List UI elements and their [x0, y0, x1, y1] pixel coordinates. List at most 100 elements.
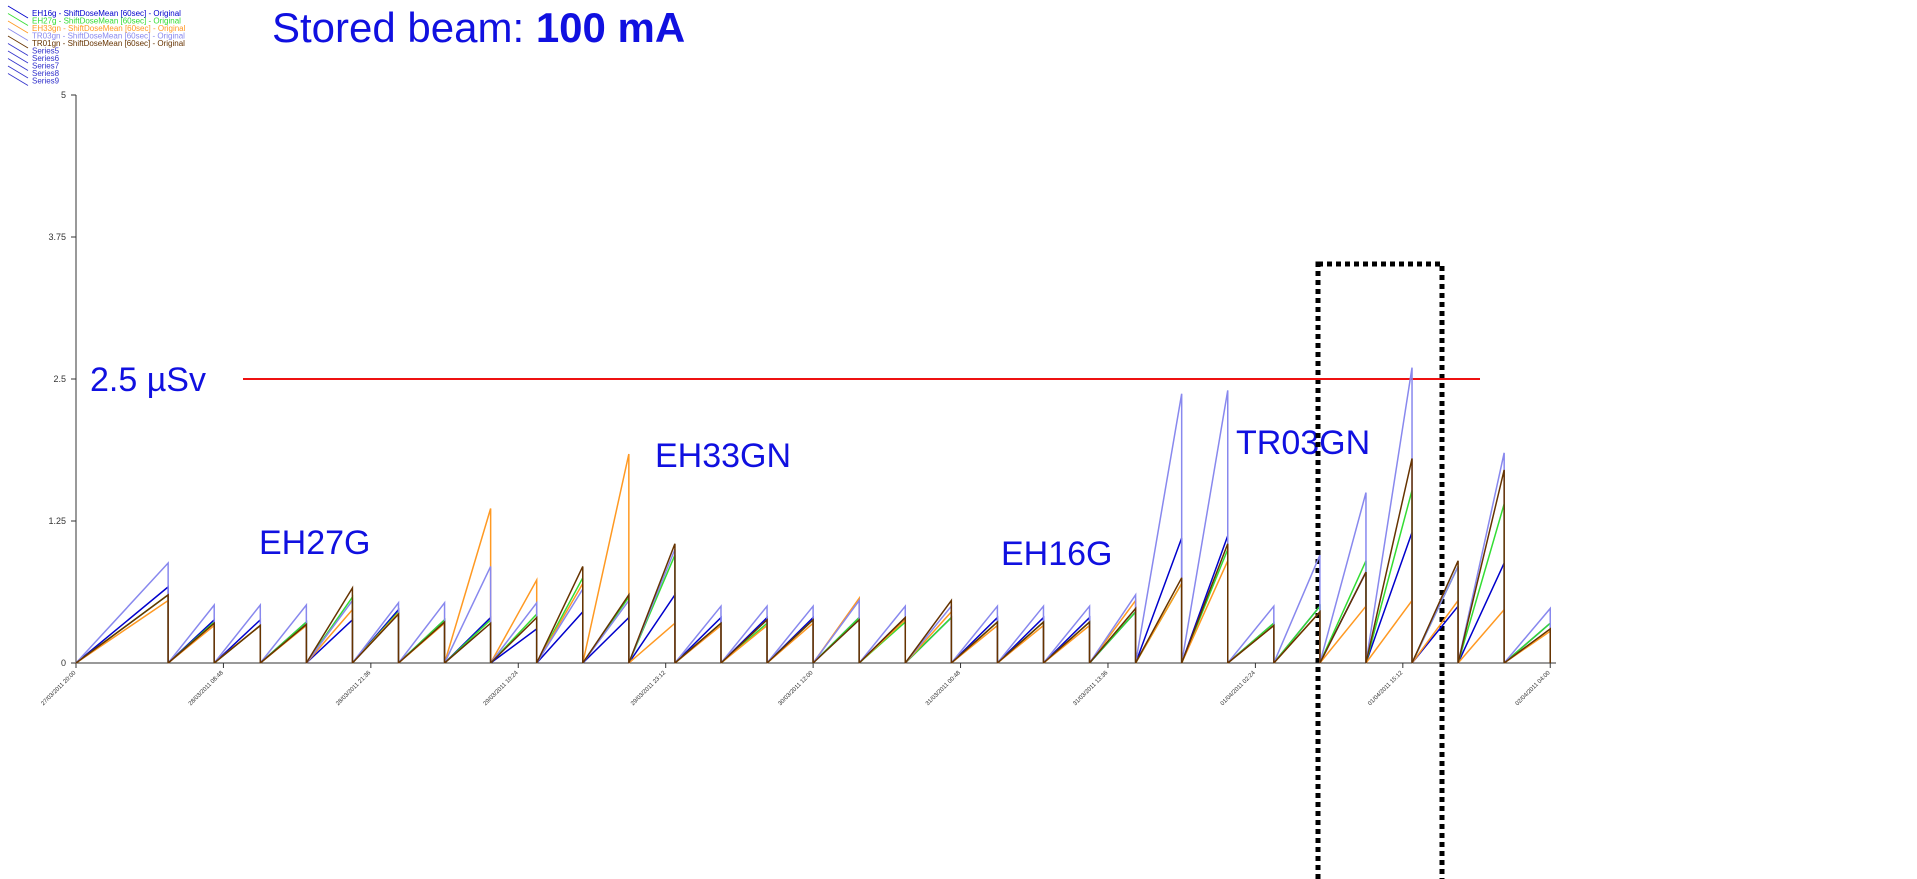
x-tick-label: 31/03/2011 00:48: [925, 670, 962, 707]
dose-ramp: [950, 604, 999, 664]
dose-ramp: [996, 604, 1045, 664]
dose-ramp: [213, 602, 262, 664]
dose-ramp: [536, 566, 584, 664]
y-tick-label: 3.75: [48, 232, 66, 242]
y-tick-label: 1.25: [48, 516, 66, 526]
dose-ramp: [490, 600, 538, 664]
dose-ramp: [167, 602, 215, 664]
title-text: Stored beam:: [272, 4, 536, 51]
legend-label: Series6: [32, 54, 60, 63]
y-tick-label: 5: [61, 90, 66, 100]
legend-label: TR03gn - ShiftDoseMean [60sec] - Origina…: [32, 32, 185, 41]
annotation: EH27G: [259, 524, 371, 562]
dose-ramp: [351, 612, 400, 664]
dose-ramp: [996, 620, 1045, 664]
dose-ramp: [858, 615, 907, 664]
dose-ramp: [720, 604, 768, 664]
y-tick-label: 2.5: [53, 374, 66, 384]
dose-ramp: [1227, 604, 1275, 664]
x-tick-label: 02/04/2011 04:00: [1515, 670, 1552, 707]
dose-ramp: [213, 623, 262, 664]
dose-ramp: [351, 600, 400, 664]
dose-ramp: [1088, 592, 1137, 664]
dose-ramp: [443, 566, 492, 664]
x-tick-label: 31/03/2011 13:36: [1072, 670, 1109, 707]
dose-ramp: [1411, 560, 1459, 664]
dose-ramp: [950, 620, 999, 664]
legend-swatch: [7, 65, 29, 79]
dose-ramp: [1503, 627, 1551, 664]
legend-label: Series9: [32, 77, 60, 86]
dose-ramp: [1273, 554, 1321, 664]
legend-label: TR01gn - ShiftDoseMean [60sec] - Origina…: [32, 39, 185, 48]
dose-ramp: [1134, 393, 1183, 664]
dose-ramp: [305, 598, 354, 664]
dose-ramp: [1365, 532, 1413, 664]
dose-ramp: [812, 598, 860, 664]
legend-label: Series8: [32, 69, 60, 78]
x-tick-label: 30/03/2011 12:00: [778, 670, 815, 707]
chart-title: Stored beam: 100 mA: [272, 4, 685, 51]
legend-swatch: [7, 73, 29, 86]
dose-ramp: [904, 598, 953, 664]
dose-ramp: [628, 543, 676, 664]
dose-ramp: [1042, 604, 1091, 664]
dose-ramp: [444, 621, 492, 664]
dose-ramp: [1457, 469, 1505, 664]
legend-swatch: [7, 20, 29, 34]
annotation: EH16G: [1001, 535, 1113, 573]
x-tick-label: 01/04/2011 02:24: [1220, 670, 1257, 707]
dose-ramp: [1319, 571, 1367, 664]
dose-ramp: [674, 604, 722, 664]
dose-ramp: [490, 615, 538, 664]
legend-swatch: [7, 43, 29, 56]
x-tick-label: 27/03/2011 20:00: [40, 670, 77, 707]
x-tick-label: 28/03/2011 21:36: [335, 670, 372, 707]
dose-ramp: [1134, 577, 1183, 664]
legend-swatch: [7, 50, 29, 64]
dose-ramp: [1042, 620, 1091, 664]
dose-ramp: [305, 607, 354, 664]
x-tick-label: 29/03/2011 23:12: [630, 670, 667, 707]
legend-label: Series5: [32, 47, 60, 56]
x-tick-label: 01/04/2011 15:12: [1367, 670, 1404, 707]
dose-ramp: [397, 620, 446, 664]
x-tick-label: 29/03/2011 10:24: [483, 670, 520, 707]
legend-label: EH27g - ShiftDoseMean [60sec] - Original: [32, 17, 181, 26]
legend-swatch: [7, 35, 29, 49]
legend-swatch: [7, 28, 29, 41]
dose-ramp: [397, 600, 446, 664]
dose-ramp: [766, 604, 814, 664]
dose-ramp: [582, 453, 630, 664]
threshold-label: 2.5 µSv: [90, 361, 206, 399]
dose-ramp: [1134, 537, 1183, 664]
dose-ramp: [1273, 609, 1321, 664]
legend-label: EH33gn - ShiftDoseMean [60sec] - Origina…: [32, 24, 186, 33]
dose-ramp: [720, 618, 768, 664]
dose-ramp: [1180, 390, 1229, 664]
annotation: TR03GN: [1236, 424, 1370, 462]
dose-ramp: [674, 621, 722, 664]
dose-ramp: [167, 621, 215, 664]
dose-ramp: [1180, 560, 1229, 664]
legend-label: EH16g - ShiftDoseMean [60sec] - Original: [32, 9, 181, 18]
dose-ramp: [75, 585, 169, 664]
dose-ramp: [858, 604, 907, 664]
dose-ramp: [582, 615, 630, 664]
title-value: 100 mA: [536, 4, 685, 51]
dose-ramp: [812, 618, 860, 664]
y-tick-label: 0: [61, 658, 66, 668]
dose-ramp: [1088, 606, 1137, 664]
dose-ramp: [259, 602, 308, 664]
legend-label: Series7: [32, 62, 60, 71]
legend-swatch: [7, 13, 29, 26]
dose-ramp: [1227, 623, 1275, 664]
dose-ramp: [536, 586, 584, 664]
dose-ramp: [1365, 458, 1413, 664]
x-tick-label: 28/03/2011 08:48: [188, 670, 225, 707]
dose-ramp: [259, 622, 308, 664]
highlight-box: [1315, 261, 1445, 879]
legend-swatch: [7, 5, 29, 19]
dose-ramp: [1180, 543, 1229, 664]
